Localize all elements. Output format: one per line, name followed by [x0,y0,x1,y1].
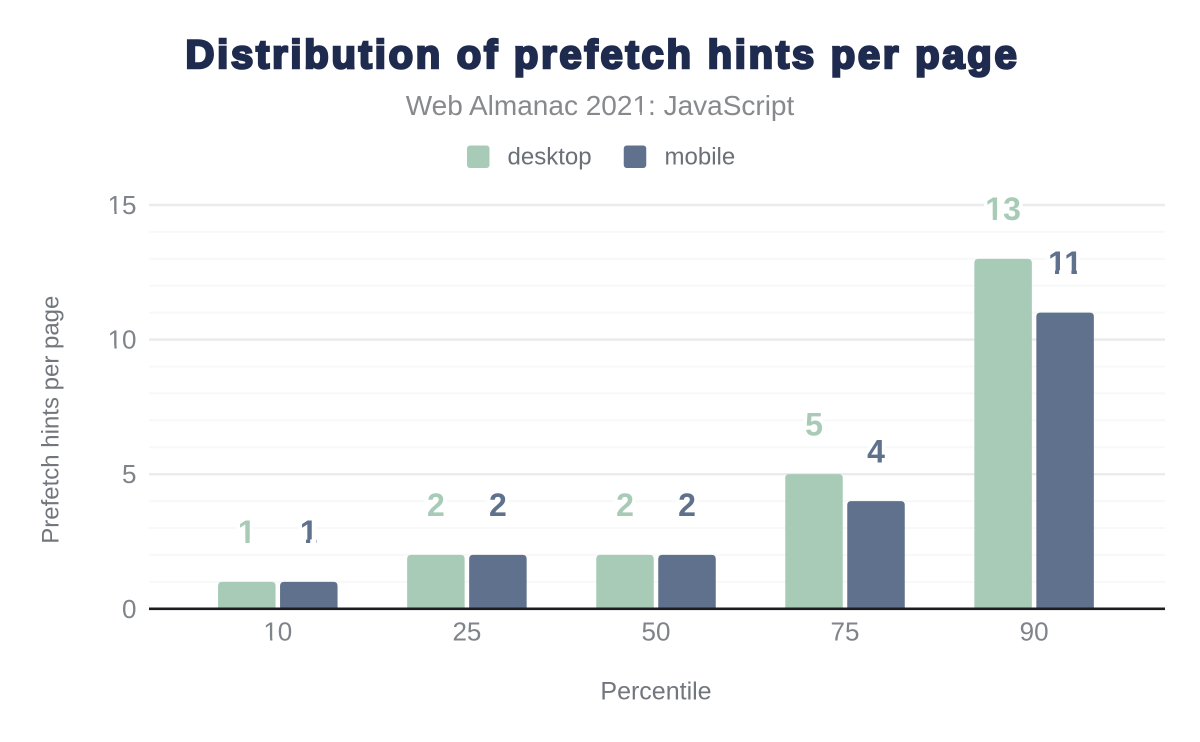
svg-text:2: 2 [678,487,696,523]
svg-text:5: 5 [805,406,823,442]
svg-text:50: 50 [642,617,671,647]
svg-text:Distribution of prefetch hints: Distribution of prefetch hints per page [186,33,1020,77]
svg-text:1: 1 [238,514,256,550]
svg-text:Web Almanac 2021: JavaScript: Web Almanac 2021: JavaScript [406,90,795,121]
svg-text:2: 2 [616,487,634,523]
svg-text:mobile: mobile [665,144,736,171]
svg-text:0: 0 [122,594,136,624]
svg-text:13: 13 [985,191,1021,227]
svg-text:desktop: desktop [508,144,592,171]
svg-text:25: 25 [452,617,481,647]
svg-text:2: 2 [427,487,445,523]
svg-text:Percentile: Percentile [600,678,711,706]
svg-text:90: 90 [1020,617,1049,647]
svg-text:4: 4 [867,433,885,469]
svg-text:Prefetch hints per page: Prefetch hints per page [38,296,65,544]
svg-text:5: 5 [122,459,136,489]
svg-text:2: 2 [489,487,507,523]
svg-text:75: 75 [831,617,860,647]
